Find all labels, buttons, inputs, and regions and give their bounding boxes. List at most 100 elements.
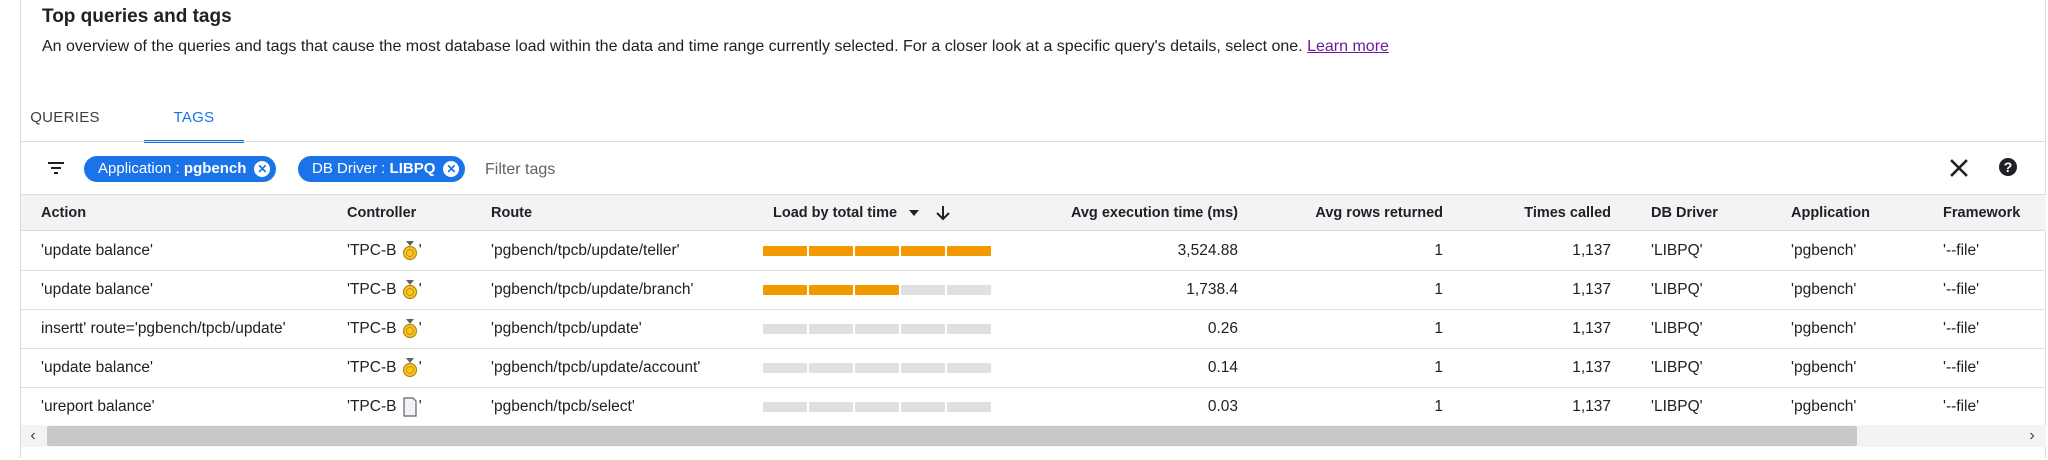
col-framework[interactable]: Framework	[1943, 205, 2021, 221]
filter-chip-application[interactable]: Application : pgbench ✕	[84, 156, 277, 182]
controller-suffix: '	[418, 281, 422, 298]
load-bar-segment	[947, 363, 991, 373]
cell-action: 'update balance'	[41, 281, 153, 298]
col-route[interactable]: Route	[491, 205, 533, 221]
tab-queries[interactable]: QUERIES	[30, 109, 100, 126]
load-bar-segment	[809, 285, 853, 295]
cell-route: 'pgbench/tpcb/update/branch'	[491, 281, 694, 298]
load-bar-segment	[763, 363, 807, 373]
load-bar	[763, 402, 993, 412]
cell-application: 'pgbench'	[1791, 398, 1857, 415]
chip-value: pgbench	[183, 160, 247, 177]
table-row[interactable]: 'update balance' 'TPC-B ' 'pgbench/tpcb/up…	[21, 349, 2046, 388]
load-bar-segment	[855, 246, 899, 256]
load-bar-segment	[947, 285, 991, 295]
cell-avg-exec: 0.03	[1207, 398, 1238, 415]
filter-list-icon[interactable]	[47, 160, 65, 176]
chip-remove-icon[interactable]: ✕	[254, 161, 271, 177]
scroll-thumb[interactable]	[47, 426, 1857, 446]
description-text: An overview of the queries and tags that…	[42, 38, 1303, 55]
load-bar-segment	[901, 324, 945, 334]
load-bar-segment	[855, 324, 899, 334]
medal-icon	[401, 240, 419, 261]
col-db-driver[interactable]: DB Driver	[1651, 205, 1718, 221]
document-icon	[401, 397, 419, 417]
filter-tags-input[interactable]	[483, 156, 1887, 184]
tab-tags[interactable]: TAGS	[144, 102, 244, 143]
filter-chip-db-driver[interactable]: DB Driver : LIBPQ ✕	[298, 156, 466, 182]
medal-icon	[401, 279, 419, 300]
cell-controller: 'TPC-B '	[347, 232, 422, 270]
col-avg-exec[interactable]: Avg execution time (ms)	[1070, 205, 1238, 221]
load-bar-segment	[901, 402, 945, 412]
close-icon[interactable]	[1947, 156, 1971, 180]
chip-key: DB Driver	[312, 160, 378, 177]
load-bar-segment	[855, 285, 899, 295]
cell-route: 'pgbench/tpcb/update'	[491, 320, 642, 337]
load-bar-segment	[855, 402, 899, 412]
scroll-left-icon[interactable]: ‹	[30, 427, 36, 444]
medal-icon	[401, 318, 419, 339]
col-times-called[interactable]: Times called	[1524, 205, 1611, 221]
cell-controller: 'TPC-B '	[347, 388, 422, 426]
cell-framework: '--file'	[1943, 359, 1980, 376]
cell-application: 'pgbench'	[1791, 242, 1857, 259]
col-action[interactable]: Action	[41, 205, 87, 221]
table-row[interactable]: 'update balance' 'TPC-B ' 'pgbench/tpcb/up…	[21, 232, 2046, 271]
cell-avg-exec: 3,524.88	[1177, 242, 1238, 259]
table-row[interactable]: 'ureport balance' 'TPC-B ' 'pgbench/tpcb/s…	[21, 388, 2046, 427]
cell-avg-rows: 1	[1434, 242, 1443, 259]
controller-suffix: '	[418, 359, 422, 376]
col-controller[interactable]: Controller	[347, 205, 417, 221]
col-application[interactable]: Application	[1791, 205, 1870, 221]
cell-avg-rows: 1	[1434, 398, 1443, 415]
cell-application: 'pgbench'	[1791, 281, 1857, 298]
cell-controller: 'TPC-B '	[347, 310, 422, 348]
cell-application: 'pgbench'	[1791, 320, 1857, 337]
load-bar-segment	[901, 363, 945, 373]
controller-text: 'TPC-B	[347, 359, 401, 376]
cell-times-called: 1,137	[1572, 281, 1611, 298]
page-description: An overview of the queries and tags that…	[42, 38, 1389, 56]
cell-avg-rows: 1	[1434, 281, 1443, 298]
cell-times-called: 1,137	[1572, 359, 1611, 376]
load-bar-segment	[809, 402, 853, 412]
table-row[interactable]: insertt' route='pgbench/tpcb/update' 'TPC…	[21, 310, 2046, 349]
cell-avg-exec: 0.26	[1207, 320, 1238, 337]
help-icon[interactable]: ?	[1999, 158, 2017, 176]
cell-controller: 'TPC-B '	[347, 271, 422, 309]
sort-descending-icon[interactable]	[935, 204, 951, 222]
cell-route: 'pgbench/tpcb/select'	[491, 398, 635, 415]
col-load-label: Load by total time	[773, 205, 898, 221]
horizontal-scrollbar[interactable]: ‹ ›	[21, 425, 2046, 447]
tabs-divider	[21, 141, 2046, 142]
load-bar	[763, 246, 993, 256]
cell-avg-rows: 1	[1434, 359, 1443, 376]
cell-framework: '--file'	[1943, 281, 1980, 298]
load-bar-segment	[901, 285, 945, 295]
cell-times-called: 1,137	[1572, 320, 1611, 337]
cell-framework: '--file'	[1943, 320, 1980, 337]
load-bar	[763, 324, 993, 334]
cell-action: 'ureport balance'	[41, 398, 155, 415]
controller-suffix: '	[418, 320, 422, 337]
cell-avg-exec: 1,738.4	[1186, 281, 1238, 298]
cell-db-driver: 'LIBPQ'	[1651, 281, 1703, 298]
load-bar-segment	[809, 363, 853, 373]
chip-remove-icon[interactable]: ✕	[443, 161, 460, 177]
learn-more-link[interactable]: Learn more	[1307, 38, 1389, 55]
dropdown-arrow-icon[interactable]	[907, 208, 921, 218]
cell-controller: 'TPC-B '	[347, 349, 422, 387]
controller-suffix: '	[418, 242, 422, 259]
col-avg-rows[interactable]: Avg rows returned	[1315, 205, 1443, 221]
controller-suffix: '	[418, 398, 422, 415]
col-load[interactable]: Load by total time	[773, 195, 951, 231]
scroll-right-icon[interactable]: ›	[2029, 427, 2035, 444]
load-bar-segment	[901, 246, 945, 256]
cell-db-driver: 'LIBPQ'	[1651, 398, 1703, 415]
load-bar-segment	[763, 402, 807, 412]
cell-db-driver: 'LIBPQ'	[1651, 359, 1703, 376]
table-row[interactable]: 'update balance' 'TPC-B ' 'pgbench/tpcb/up…	[21, 271, 2046, 310]
medal-icon	[401, 357, 419, 378]
load-bar-segment	[947, 324, 991, 334]
